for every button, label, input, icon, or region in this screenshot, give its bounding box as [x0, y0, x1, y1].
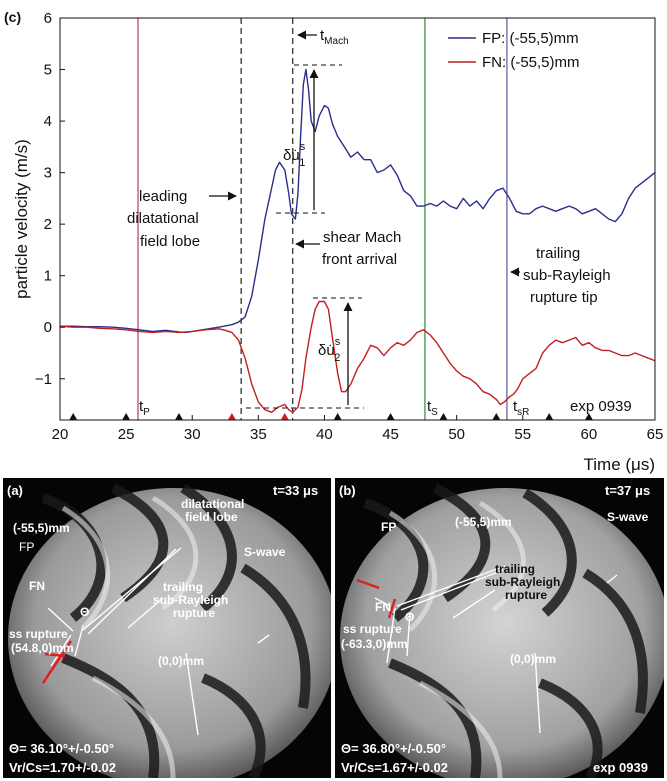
panel-b-ss-rupture-1: ss rupture [343, 622, 402, 636]
x-tick-label-6: 50 [448, 426, 465, 443]
panel-b-ss-rupture-2: (-63.3,0)mm [341, 637, 408, 651]
photoelastic-panel-b: (b) t=37 μs FP (-55,5)mm S-wave trailing… [335, 478, 664, 778]
series-line-1 [60, 300, 655, 413]
series-line-0 [60, 68, 655, 334]
tp-label: tP [139, 398, 150, 418]
fringe-image-a [3, 478, 331, 778]
legend: FP: (-55,5)mm FN: (-55,5)mm [448, 30, 580, 71]
panel-b-trailing-1: trailing [495, 562, 536, 576]
panel-a-fn: FN [29, 579, 45, 593]
x-tick-label-0: 20 [52, 426, 69, 443]
legend-fp-label: FP: (-55,5)mm [482, 30, 579, 47]
tsr-label: tsR [513, 398, 529, 418]
amplitude-guides [246, 64, 364, 409]
panel-b-trailing-2: sub-Rayleigh [485, 575, 561, 589]
fringe-image-b [335, 478, 664, 778]
axis-marker-1 [122, 413, 131, 420]
y-tick-label-4: 3 [44, 165, 52, 182]
panel-a-fp: FP [19, 540, 35, 554]
panel-b-swave: S-wave [607, 510, 649, 524]
axis-marker-9 [545, 413, 554, 420]
panel-a-label: (a) [7, 483, 23, 498]
panel-a-theta-value: Θ= 36.10°+/-0.50° [9, 741, 115, 756]
panel-a-coord: (-55,5)mm [13, 521, 70, 535]
panel-b-trailing-3: rupture [505, 588, 547, 602]
legend-fn-label: FN: (-55,5)mm [482, 54, 580, 71]
axis-marker-7 [439, 413, 448, 420]
x-tick-label-9: 65 [647, 426, 664, 443]
amplitude-arrows [209, 30, 520, 405]
axis-marker-4 [280, 413, 289, 420]
panel-a-swave: S-wave [244, 545, 286, 559]
panel-b-exp: exp 0939 [593, 760, 648, 775]
panel-b-theta: Θ [405, 610, 415, 624]
panel-b-vr-cs: Vr/Cs=1.67+/-0.02 [341, 760, 448, 775]
axis-marker-0 [69, 413, 78, 420]
y-tick-label-2: 1 [44, 268, 52, 285]
axis-marker-5 [333, 413, 342, 420]
panel-b-coord: (-55,5)mm [455, 515, 512, 529]
x-tick-label-7: 55 [514, 426, 531, 443]
plot-frame [59, 17, 656, 421]
panel-a-lobe-1: dilatational [181, 497, 245, 511]
panel-a-trailing-3: rupture [173, 606, 215, 620]
particle-velocity-chart: (c) tMach δu̇s 1 δu̇s 2 leading dilatation… [4, 9, 664, 474]
x-tick-label-4: 40 [316, 426, 333, 443]
y-axis-label: particle velocity (m/s) [12, 139, 31, 299]
panel-a-lobe-2: field lobe [185, 510, 238, 524]
axis-marker-2 [175, 413, 183, 420]
ts-label: tS [427, 398, 438, 418]
panel-a-ss-rupture-2: (54.8,0)mm [11, 641, 74, 655]
exp-label: exp 0939 [570, 398, 632, 415]
panel-a-origin: (0,0)mm [158, 654, 205, 668]
axis-marker-6 [386, 413, 395, 420]
panel-a-trailing-2: sub-Rayleigh [153, 593, 229, 607]
trailing-tip-label: trailing sub-Rayleigh rupture tip [523, 245, 615, 306]
x-tick-label-2: 30 [184, 426, 201, 443]
panel-label-c: (c) [4, 9, 21, 25]
axis-marker-3 [227, 413, 236, 420]
panel-a-time: t=33 μs [273, 483, 319, 498]
y-tick-label-7: 6 [44, 10, 52, 27]
axis-marker-10 [584, 413, 593, 420]
y-tick-label-3: 2 [44, 216, 52, 233]
x-tick-label-5: 45 [382, 426, 399, 443]
panel-b-fp: FP [381, 520, 397, 534]
t-mach-label: tMach [320, 27, 349, 47]
x-tick-label-3: 35 [250, 426, 267, 443]
panel-b-label: (b) [339, 483, 356, 498]
delta-u2-label: δu̇s 2 [318, 336, 341, 364]
y-tick-label-1: 0 [44, 319, 52, 336]
panel-a-ss-rupture-1: ss rupture [9, 627, 68, 641]
photoelastic-panel-a: (a) t=33 μs dilatational field lobe (-55… [3, 478, 331, 778]
x-axis-label: Time (μs) [584, 455, 656, 474]
panel-b-theta-value: Θ= 36.80°+/-0.50° [341, 741, 447, 756]
delta-u1-label: δu̇s 1 [283, 141, 306, 169]
y-tick-label-6: 5 [44, 62, 52, 79]
x-tick-label-8: 60 [581, 426, 598, 443]
shear-mach-label: shear Mach front arrival [322, 229, 406, 268]
panel-a-theta: Θ [80, 605, 90, 619]
y-tick-label-0: −1 [35, 371, 52, 388]
leading-lobe-label: leading dilatational field lobe [127, 188, 203, 250]
panel-a-trailing-1: trailing [163, 580, 204, 594]
x-tick-label-1: 25 [118, 426, 135, 443]
panel-b-time: t=37 μs [605, 483, 651, 498]
panel-b-fn: FN [375, 600, 391, 614]
y-tick-label-5: 4 [44, 113, 52, 130]
axis-marker-8 [492, 413, 501, 420]
panel-b-origin: (0,0)mm [510, 652, 557, 666]
panel-a-vr-cs: Vr/Cs=1.70+/-0.02 [9, 760, 116, 775]
